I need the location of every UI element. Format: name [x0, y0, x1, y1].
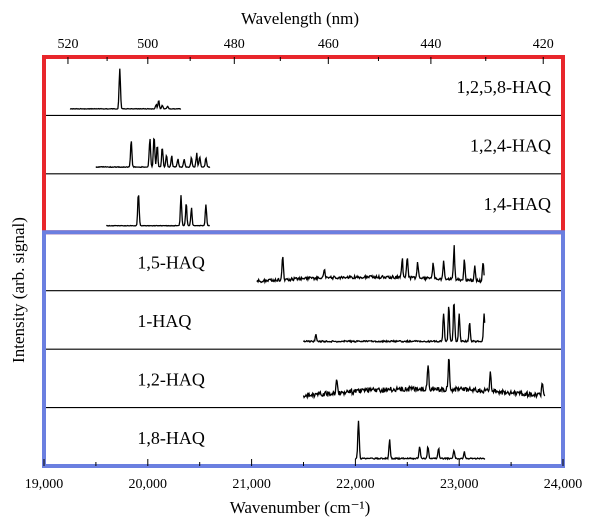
top-tick-label: 520 [57, 37, 78, 52]
panel-label: 1,8-HAQ [137, 428, 205, 448]
x-tick-label: 24,000 [544, 477, 583, 492]
top-tick-label: 440 [420, 37, 441, 52]
top-axis-title: Wavelength (nm) [241, 9, 359, 28]
spectrum-trace [95, 137, 211, 169]
spectrum-trace [106, 195, 211, 227]
spectrum-trace [302, 303, 486, 344]
x-tick-label: 19,000 [25, 477, 64, 492]
spectrum-trace [354, 420, 486, 461]
x-axis-title: Wavenumber (cm⁻¹) [230, 498, 371, 517]
plot-area: 1,2,5,8-HAQ 1,2,4-HAQ 1,4-HAQ 1,5-HAQ 1-HAQ 1… [25, 37, 583, 492]
panel-label: 1,2-HAQ [137, 369, 205, 389]
spectrum-trace [256, 245, 485, 285]
x-tick-label: 23,000 [440, 477, 479, 492]
panel-label: 1,2,4-HAQ [470, 136, 551, 156]
top-tick-label: 480 [224, 37, 245, 52]
spectrum-trace [69, 68, 182, 110]
x-tick-label: 21,000 [232, 477, 271, 492]
top-tick-label: 460 [318, 37, 339, 52]
x-tick-label: 20,000 [129, 477, 168, 492]
y-axis-title: Intensity (arb. signal) [9, 217, 28, 363]
panel-label: 1,4-HAQ [484, 194, 552, 214]
panel-label: 1,2,5,8-HAQ [457, 77, 552, 97]
top-tick-label: 420 [533, 37, 554, 52]
top-tick-label: 500 [137, 37, 158, 52]
x-tick-label: 22,000 [336, 477, 375, 492]
panel-label: 1-HAQ [137, 311, 191, 331]
spectrum-trace [302, 358, 546, 400]
panel-label: 1,5-HAQ [137, 253, 205, 273]
